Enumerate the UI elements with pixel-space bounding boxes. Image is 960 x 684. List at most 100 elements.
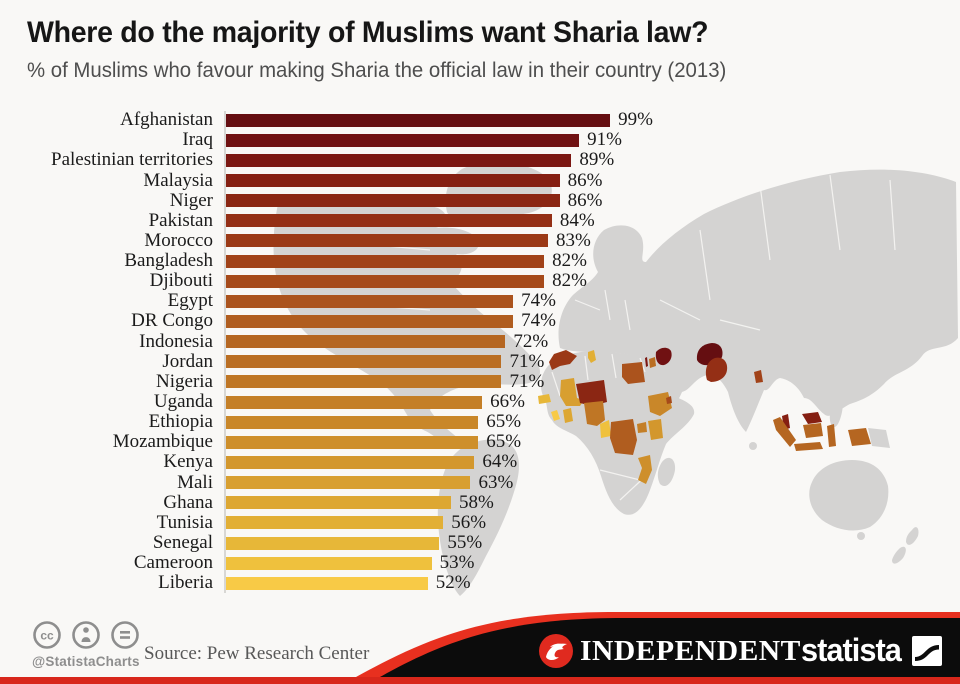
cc-license-icon: cc bbox=[33, 621, 61, 649]
chart-row: Bangladesh 82% bbox=[0, 250, 960, 272]
chart-row: Ethiopia 65% bbox=[0, 411, 960, 432]
map-highlighted-countries bbox=[538, 343, 871, 484]
page-subtitle: % of Muslims who favour making Sharia th… bbox=[27, 59, 727, 82]
map-country-djibouti bbox=[666, 396, 672, 404]
country-label: Morocco bbox=[144, 229, 213, 251]
country-label: Malaysia bbox=[143, 169, 213, 191]
chart-row: Afghanistan 99% bbox=[0, 109, 960, 130]
country-label: Nigeria bbox=[156, 370, 213, 392]
chart-axis-line bbox=[224, 111, 226, 593]
map-country-cameroon bbox=[600, 420, 611, 438]
country-label: DR Congo bbox=[131, 310, 213, 332]
attribution-person-icon bbox=[72, 621, 100, 649]
map-country-dr-congo bbox=[610, 419, 637, 455]
bar bbox=[226, 194, 560, 208]
map-country-jordan bbox=[649, 357, 656, 368]
svg-text:cc: cc bbox=[40, 629, 54, 643]
map-country-nigeria bbox=[584, 401, 605, 426]
country-label: Ghana bbox=[163, 491, 213, 513]
country-label: Liberia bbox=[158, 572, 213, 594]
country-label: Bangladesh bbox=[124, 250, 213, 272]
cc-block: cc @StatistaCharts bbox=[32, 620, 140, 669]
page-title: Where do the majority of Muslims want Sh… bbox=[27, 16, 709, 49]
chart-row: Djibouti 82% bbox=[0, 270, 960, 292]
country-label: Kenya bbox=[163, 451, 213, 473]
footer-black-band bbox=[380, 618, 960, 677]
map-country-mali bbox=[560, 378, 584, 406]
country-label: Uganda bbox=[153, 391, 213, 413]
statista-square-icon bbox=[912, 635, 943, 666]
value-label: 84% bbox=[559, 209, 595, 231]
value-label: 82% bbox=[552, 270, 587, 292]
map-country-indonesia-papua bbox=[848, 428, 871, 446]
chart-row: Ghana 58% bbox=[0, 491, 960, 513]
map-continent-newzealand-south bbox=[892, 546, 906, 564]
chart-row: Malaysia 86% bbox=[0, 169, 960, 191]
chart-row: Jordan 71% bbox=[0, 350, 960, 372]
map-continent-japan bbox=[892, 302, 915, 340]
map-country-egypt bbox=[622, 362, 645, 384]
bar bbox=[226, 556, 432, 570]
independent-logo: INDEPENDENT bbox=[538, 633, 800, 669]
map-country-niger bbox=[576, 380, 607, 406]
value-label: 64% bbox=[482, 451, 518, 473]
bar bbox=[226, 415, 479, 429]
chart-row: Kenya 64% bbox=[0, 451, 960, 473]
bar bbox=[226, 435, 479, 449]
chart-row: Indonesia 72% bbox=[0, 330, 960, 352]
map-continent-newzealand bbox=[906, 527, 919, 545]
map-country-liberia bbox=[551, 410, 560, 421]
value-label: 72% bbox=[513, 330, 549, 352]
value-label: 71% bbox=[509, 350, 545, 372]
map-country-malaysia-borneo bbox=[802, 412, 822, 424]
chart-row: Uganda 66% bbox=[0, 391, 960, 413]
bar bbox=[226, 375, 502, 389]
map-continent-philippines bbox=[829, 400, 843, 428]
chart-row: Niger 86% bbox=[0, 190, 960, 211]
map-country-indonesia-java bbox=[794, 442, 823, 451]
map-continent-tasmania bbox=[857, 532, 865, 540]
chart-row: Tunisia 56% bbox=[0, 511, 960, 533]
bar bbox=[226, 153, 572, 167]
country-label: Djibouti bbox=[149, 270, 213, 292]
bar bbox=[226, 476, 471, 490]
map-country-tunisia bbox=[588, 350, 596, 363]
value-label: 86% bbox=[567, 169, 603, 191]
bar bbox=[226, 254, 545, 268]
value-label: 52% bbox=[435, 572, 471, 594]
map-country-mozambique bbox=[638, 455, 652, 484]
map-country-indonesia-kalimantan bbox=[803, 423, 823, 438]
chart-row: Cameroon 53% bbox=[0, 552, 960, 574]
country-label: Mali bbox=[177, 471, 213, 493]
country-label: Senegal bbox=[152, 532, 213, 554]
bar bbox=[226, 516, 444, 530]
country-label: Iraq bbox=[182, 129, 213, 151]
value-label: 91% bbox=[587, 129, 622, 151]
bar bbox=[226, 355, 502, 369]
bar bbox=[226, 335, 506, 349]
chart-row: Iraq 91% bbox=[0, 129, 960, 151]
value-label: 82% bbox=[552, 250, 587, 272]
map-country-bangladesh bbox=[754, 370, 763, 383]
bar bbox=[226, 496, 452, 510]
value-label: 66% bbox=[490, 391, 525, 413]
bar bbox=[226, 113, 611, 127]
no-derivatives-equals-icon bbox=[111, 621, 139, 649]
chart-row: Egypt 74% bbox=[0, 290, 960, 311]
country-label: Cameroon bbox=[133, 552, 213, 574]
chart-row: Morocco 83% bbox=[0, 229, 960, 251]
bar bbox=[226, 133, 580, 147]
chart-row: Mali 63% bbox=[0, 471, 960, 493]
bar bbox=[226, 395, 483, 409]
country-label: Pakistan bbox=[148, 209, 213, 231]
country-label: Indonesia bbox=[139, 330, 213, 352]
map-country-senegal bbox=[538, 394, 551, 404]
map-country-indonesia-sulawesi bbox=[827, 424, 836, 447]
map-country-uganda bbox=[637, 422, 647, 433]
chart-row: Senegal 55% bbox=[0, 532, 960, 554]
country-label: Palestinian territories bbox=[51, 149, 213, 171]
map-country-kenya bbox=[648, 419, 663, 440]
source-text: Source: Pew Research Center bbox=[144, 643, 370, 664]
bar bbox=[226, 173, 560, 187]
country-label: Tunisia bbox=[156, 511, 213, 533]
